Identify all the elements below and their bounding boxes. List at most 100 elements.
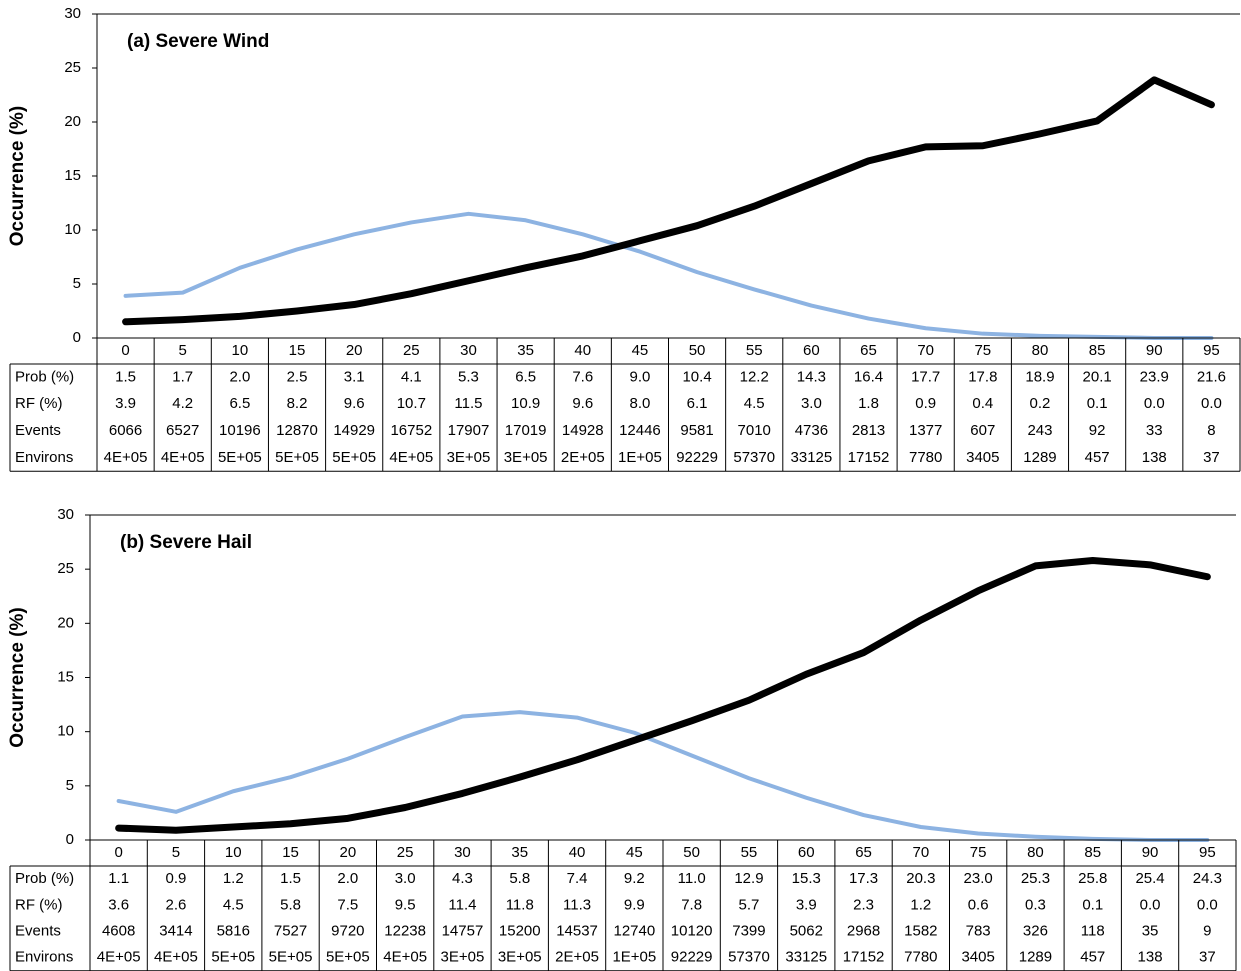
table-cell: 3414 — [159, 922, 192, 939]
x-tick-label: 20 — [340, 844, 357, 861]
table-cell: 17152 — [843, 949, 885, 966]
x-tick-label: 60 — [803, 342, 820, 359]
table-cell: 118 — [1081, 922, 1105, 939]
table-row-label: Events — [15, 422, 61, 439]
table-cell: 9 — [1203, 922, 1211, 939]
table-cell: 5E+05 — [211, 949, 255, 966]
y-tick-label: 5 — [73, 275, 81, 292]
table-cell: 37 — [1203, 449, 1220, 466]
y-tick-label: 10 — [64, 221, 81, 238]
x-tick-label: 35 — [517, 342, 534, 359]
table-cell: 1.7 — [172, 368, 193, 385]
table-cell: 3E+05 — [447, 449, 491, 466]
x-tick-label: 35 — [511, 844, 528, 861]
table-cell: 3.9 — [796, 896, 817, 913]
table-cell: 4E+05 — [161, 449, 205, 466]
table-cell: 8.0 — [629, 395, 650, 412]
table-cell: 7.4 — [567, 870, 588, 887]
table-cell: 1.8 — [858, 395, 879, 412]
table-cell: 3E+05 — [504, 449, 548, 466]
table-cell: 14928 — [562, 422, 604, 439]
table-cell: 17907 — [448, 422, 490, 439]
table-cell: 1.5 — [280, 870, 301, 887]
x-tick-label: 10 — [225, 844, 242, 861]
table-cell: 20.3 — [906, 870, 935, 887]
table-cell: 35 — [1142, 922, 1159, 939]
table-cell: 9.6 — [572, 395, 593, 412]
table-cell: 17.3 — [849, 870, 878, 887]
x-tick-label: 80 — [1027, 844, 1044, 861]
table-cell: 9720 — [331, 922, 364, 939]
series-line — [116, 710, 1210, 842]
table-cell: 1E+05 — [612, 949, 656, 966]
table-cell: 457 — [1080, 949, 1105, 966]
table-cell: 9.5 — [395, 896, 416, 913]
series-line — [115, 557, 1211, 834]
table-cell: 11.4 — [448, 896, 476, 913]
table-cell: 17019 — [505, 422, 547, 439]
table-cell: 0.0 — [1144, 395, 1165, 412]
x-tick-label: 40 — [569, 844, 586, 861]
table-cell: 4.1 — [401, 368, 422, 385]
table-cell: 7.5 — [337, 896, 358, 913]
x-tick-label: 30 — [454, 844, 471, 861]
table-cell: 7010 — [738, 422, 771, 439]
table-cell: 2813 — [852, 422, 885, 439]
y-tick-label: 0 — [73, 329, 81, 346]
table-cell: 3.9 — [115, 395, 136, 412]
table-cell: 2.0 — [337, 870, 358, 887]
table-cell: 8.2 — [287, 395, 308, 412]
table-cell: 5.7 — [739, 896, 760, 913]
x-tick-label: 75 — [970, 844, 987, 861]
y-tick-label: 25 — [57, 560, 74, 577]
table-cell: 0.6 — [968, 896, 989, 913]
table-cell: 2E+05 — [561, 449, 605, 466]
table-cell: 0.1 — [1087, 395, 1108, 412]
table-cell: 7780 — [909, 449, 942, 466]
x-tick-label: 50 — [683, 844, 700, 861]
table-cell: 57370 — [733, 449, 775, 466]
table-cell: 17.8 — [968, 368, 997, 385]
x-tick-label: 5 — [179, 342, 187, 359]
table-row-label: Environs — [15, 949, 73, 966]
table-cell: 21.6 — [1197, 368, 1226, 385]
table-cell: 14.3 — [797, 368, 826, 385]
table-cell: 24.3 — [1193, 870, 1222, 887]
table-cell: 4E+05 — [104, 449, 148, 466]
table-cell: 5816 — [217, 922, 250, 939]
table-cell: 1E+05 — [618, 449, 662, 466]
table-cell: 33125 — [791, 449, 833, 466]
table-cell: 5E+05 — [275, 449, 319, 466]
y-tick-label: 15 — [57, 668, 74, 685]
table-cell: 12740 — [613, 922, 655, 939]
table-cell: 17.7 — [911, 368, 940, 385]
y-tick-label: 15 — [64, 167, 81, 184]
table-cell: 1.1 — [108, 870, 129, 887]
x-tick-label: 80 — [1032, 342, 1049, 359]
table-cell: 92229 — [671, 949, 713, 966]
table-cell: 14537 — [556, 922, 598, 939]
x-tick-label: 65 — [860, 342, 877, 359]
table-cell: 11.8 — [506, 896, 534, 913]
table-cell: 9.6 — [344, 395, 365, 412]
table-cell: 23.0 — [964, 870, 993, 887]
y-tick-label: 30 — [57, 506, 74, 523]
table-cell: 1289 — [1019, 949, 1052, 966]
table-cell: 5062 — [790, 922, 823, 939]
y-tick-label: 5 — [66, 777, 74, 794]
y-tick-label: 0 — [66, 831, 74, 848]
table-cell: 4736 — [795, 422, 828, 439]
table-cell: 4E+05 — [389, 449, 433, 466]
x-tick-label: 20 — [346, 342, 363, 359]
table-cell: 0.2 — [1030, 395, 1051, 412]
table-cell: 16752 — [390, 422, 432, 439]
x-tick-label: 55 — [741, 844, 758, 861]
table-cell: 10196 — [219, 422, 261, 439]
table-cell: 11.3 — [563, 896, 591, 913]
table-cell: 11.5 — [454, 395, 482, 412]
table-cell: 7527 — [274, 922, 307, 939]
table-cell: 5E+05 — [332, 449, 376, 466]
table-cell: 138 — [1142, 449, 1167, 466]
table-cell: 9.2 — [624, 870, 645, 887]
y-tick-label: 30 — [64, 5, 81, 22]
